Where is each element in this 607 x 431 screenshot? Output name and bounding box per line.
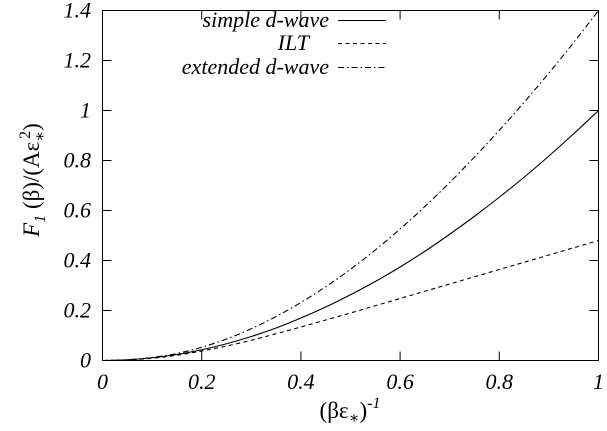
y-tick-label: 1.4 [64,0,92,23]
y-axis-label-subscript: 1 [32,215,49,223]
tick-labels: 0 0.2 0.4 0.6 0.8 1 1.2 1.4 0 0.2 0.4 0.6 0.8 1 [64,0,605,394]
series-line-extended-d-wave [102,10,599,362]
legend-label: simple d-wave [203,7,330,32]
x-tick-label: 0.4 [287,369,315,394]
axis-ticks [102,10,599,361]
series-line-simple-d-wave [102,110,599,362]
legend-label: ILT [277,30,311,55]
y-axis-label-body: (β)/(Aε [19,142,44,215]
y-tick-label: 0.8 [64,148,92,173]
y-axis-label-superscript: 2 [17,131,34,139]
y-tick-label: 0.4 [64,248,92,273]
y-tick-label: 0.6 [64,198,92,223]
x-axis-label: (βε∗)-1 [320,395,381,427]
x-axis-label-superscript: -1 [367,395,380,412]
x-tick-label: 1 [593,369,604,394]
y-tick-label: 1.2 [64,48,92,73]
legend-item-ilt: ILT [277,30,386,55]
y-axis-label: F1 (β)/(Aε∗2) [17,123,49,238]
legend-label: extended d-wave [182,54,329,79]
y-axis-label-close: ) [19,123,44,131]
x-axis-label-open: (βε [320,398,349,423]
legend-item-simple-d-wave: simple d-wave [203,7,386,32]
x-tick-label: 0 [97,369,108,394]
plot-frame [102,10,599,361]
y-tick-label: 0.2 [64,298,92,323]
y-axis-label-symbol: F [19,222,44,238]
y-tick-label: 0 [80,348,91,373]
x-tick-label: 0.2 [188,369,216,394]
y-tick-label: 1 [80,98,91,123]
x-axis-label-close: ) [359,398,367,423]
legend-item-extended-d-wave: extended d-wave [182,54,386,79]
plot-series [102,10,599,362]
x-tick-label: 0.8 [486,369,514,394]
x-tick-label: 0.6 [386,369,414,394]
x-axis-label-subscript: ∗ [349,410,360,427]
y-axis-label-body-subscript: ∗ [32,131,49,142]
